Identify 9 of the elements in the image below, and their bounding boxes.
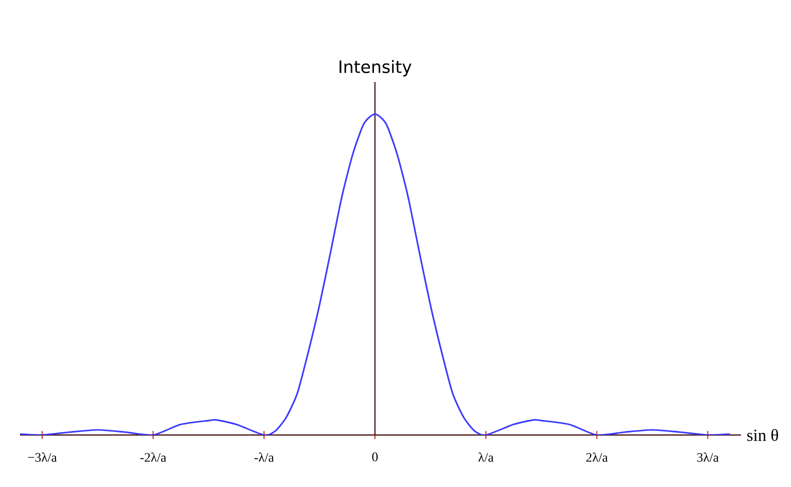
x-tick-label: −3λ/a	[28, 452, 57, 462]
x-tick-label: 2λ/a	[586, 452, 608, 462]
x-tick-label: -2λ/a	[140, 452, 166, 462]
x-tick-label: -λ/a	[254, 452, 274, 462]
x-tick-label: 3λ/a	[697, 452, 719, 462]
x-tick-label: 0	[372, 452, 378, 462]
x-axis-title: sin θ	[747, 428, 778, 442]
y-axis-title: Intensity	[340, 60, 412, 76]
x-tick-label: λ/a	[478, 452, 494, 462]
